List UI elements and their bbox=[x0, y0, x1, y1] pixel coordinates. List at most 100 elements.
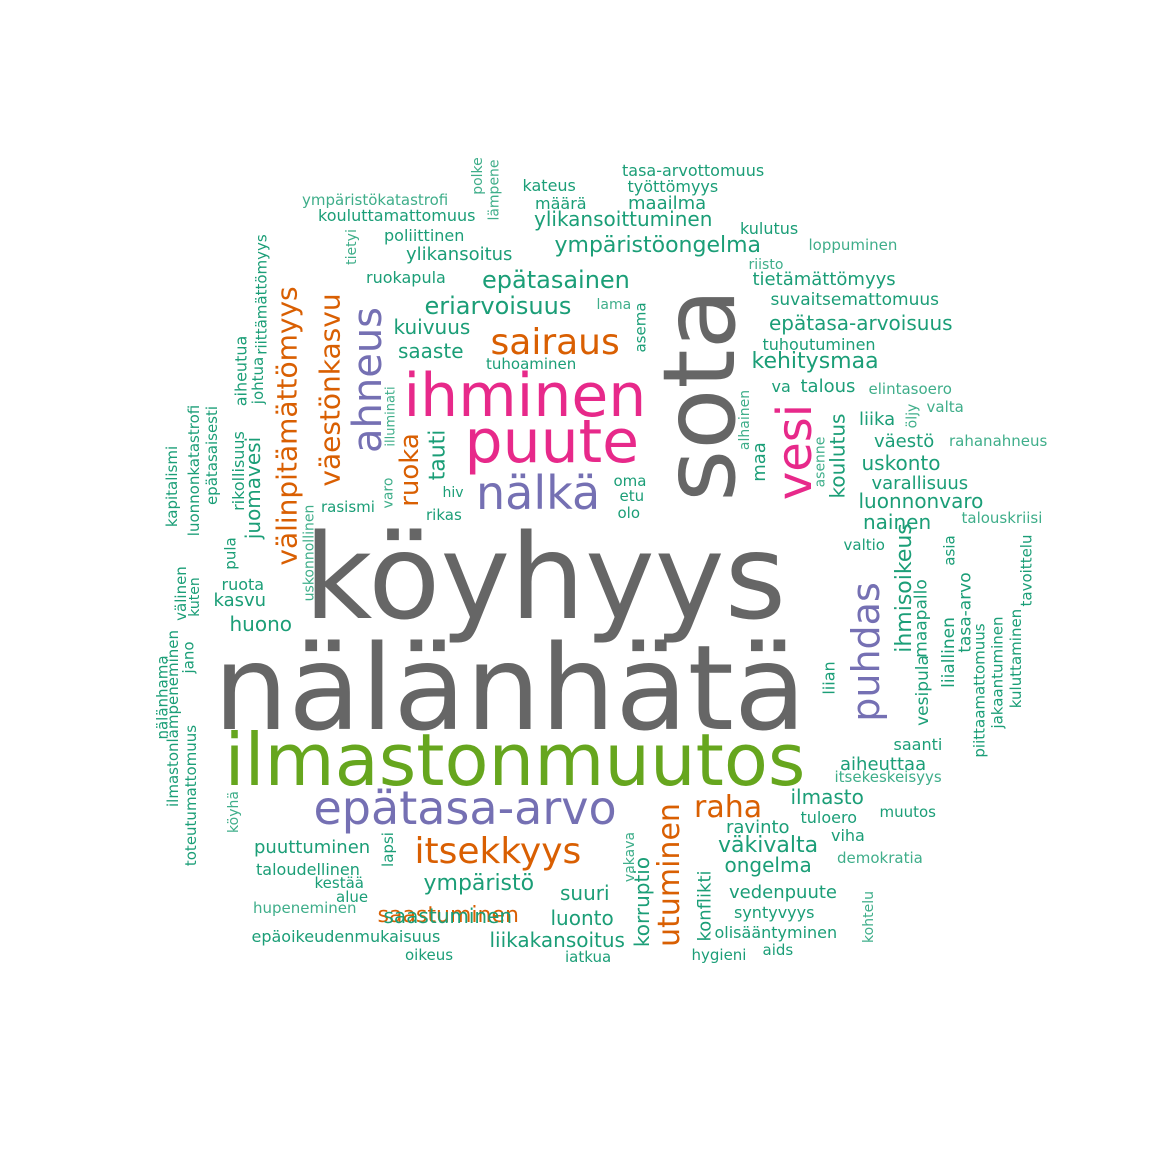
cloud-word: demokratia bbox=[837, 848, 923, 867]
cloud-word: pula bbox=[221, 536, 240, 570]
cloud-word: epätasa-arvo bbox=[313, 781, 617, 835]
cloud-word: toteutumattomuus bbox=[181, 724, 200, 866]
cloud-word: polke bbox=[469, 157, 486, 195]
cloud-word: sairaus bbox=[490, 322, 620, 363]
cloud-word: valta bbox=[926, 397, 964, 416]
cloud-word: jano bbox=[179, 640, 198, 674]
cloud-word: viha bbox=[831, 826, 865, 845]
cloud-word: valtio bbox=[843, 535, 885, 554]
cloud-word: taloudellinen bbox=[256, 860, 360, 879]
cloud-word: lämpene bbox=[486, 159, 503, 221]
cloud-word: puuttuminen bbox=[254, 837, 371, 858]
cloud-word: saastuminen bbox=[377, 903, 519, 928]
cloud-word: nälänhätä bbox=[213, 619, 807, 757]
cloud-word: kulutus bbox=[740, 219, 799, 238]
cloud-word: itsekeskeisyys bbox=[834, 767, 942, 786]
cloud-word: työttömyys bbox=[627, 177, 719, 196]
cloud-word: kehitysmaa bbox=[751, 349, 879, 374]
cloud-word: alue bbox=[336, 887, 369, 906]
cloud-word: ympäristöongelma bbox=[554, 233, 762, 258]
cloud-word: huono bbox=[229, 612, 293, 636]
cloud-word: ruota bbox=[221, 575, 265, 594]
cloud-word: va bbox=[771, 377, 791, 396]
cloud-word: epätasainen bbox=[482, 266, 630, 294]
cloud-word: kouluttamattomuus bbox=[318, 206, 476, 225]
cloud-word: asenne bbox=[811, 436, 828, 488]
cloud-word: kuten bbox=[186, 577, 203, 617]
cloud-word: lapsi bbox=[378, 831, 397, 867]
cloud-word: tietämättömyys bbox=[752, 269, 896, 290]
cloud-word: hygieni bbox=[691, 945, 747, 964]
cloud-word: uskonto bbox=[861, 451, 941, 475]
cloud-word: luonnonvaro bbox=[858, 489, 984, 513]
cloud-word: hiv bbox=[442, 485, 464, 501]
cloud-word: ilmasto bbox=[790, 785, 864, 809]
cloud-word: rikollisuus bbox=[228, 431, 248, 511]
cloud-word: ruokapula bbox=[366, 268, 446, 287]
cloud-word: ihminen bbox=[403, 361, 647, 431]
cloud-word: puute bbox=[464, 407, 640, 477]
cloud-word: köyhä bbox=[225, 791, 242, 833]
cloud-word: varallisuus bbox=[871, 473, 969, 494]
cloud-word: illuminati bbox=[383, 385, 399, 447]
cloud-word: epäoikeudenmukaisuus bbox=[251, 927, 441, 946]
cloud-word: väestönkasvu bbox=[313, 293, 347, 487]
cloud-word: elintasoero bbox=[868, 379, 952, 398]
cloud-word: saastuminen bbox=[383, 904, 513, 928]
cloud-word: kuluttaminen bbox=[1006, 608, 1025, 708]
cloud-word: maapallo bbox=[911, 578, 932, 658]
cloud-word: liikakansoitus bbox=[489, 928, 625, 952]
cloud-word: epätasa-arvoisuus bbox=[769, 311, 953, 335]
cloud-word: loppuminen bbox=[808, 235, 898, 254]
cloud-word: ylikansoittuminen bbox=[534, 207, 713, 231]
cloud-word: muutos bbox=[879, 802, 937, 821]
cloud-word: uskonnollinen bbox=[300, 504, 317, 602]
cloud-word: nainen bbox=[863, 510, 932, 534]
cloud-word: tauti bbox=[424, 429, 450, 481]
cloud-word: ilmastonmuutos bbox=[224, 718, 806, 802]
cloud-word: raha bbox=[694, 790, 763, 825]
cloud-word: olo bbox=[617, 503, 641, 522]
cloud-word: talouskriisi bbox=[961, 508, 1043, 527]
cloud-word: vesipula bbox=[912, 654, 933, 726]
cloud-word: nälkä bbox=[476, 466, 601, 520]
cloud-word: väkivalta bbox=[718, 833, 819, 858]
cloud-word: ruoka bbox=[394, 433, 425, 507]
cloud-word: alhainen bbox=[737, 389, 754, 451]
cloud-word: asia bbox=[940, 534, 959, 566]
cloud-word: ongelma bbox=[724, 853, 812, 877]
cloud-word: öljy bbox=[903, 403, 920, 429]
cloud-word: saanti bbox=[893, 735, 943, 754]
cloud-word: epätasaisesti bbox=[202, 405, 221, 505]
cloud-word: ahneus bbox=[345, 306, 392, 454]
cloud-word: aiheuttaa bbox=[840, 754, 927, 775]
cloud-word: luonto bbox=[550, 906, 614, 930]
cloud-word: liika bbox=[859, 409, 896, 430]
cloud-word: itsekkyys bbox=[414, 831, 582, 872]
cloud-word: kapitalismi bbox=[162, 445, 181, 527]
cloud-word: riisto bbox=[748, 257, 784, 273]
cloud-word: suuri bbox=[560, 881, 610, 905]
cloud-word: iatkua bbox=[565, 947, 612, 966]
cloud-word: rahanahneus bbox=[949, 431, 1048, 450]
cloud-word: maailma bbox=[628, 193, 707, 214]
cloud-word: suvaitsemattomuus bbox=[770, 289, 940, 310]
cloud-word: tavoittelu bbox=[1017, 534, 1036, 606]
cloud-word: tuloero bbox=[800, 808, 858, 827]
cloud-word: välinpitämättömyys bbox=[270, 286, 304, 566]
cloud-word: talous bbox=[800, 376, 856, 397]
cloud-word: varo bbox=[379, 477, 396, 509]
cloud-word: hupeneminen bbox=[253, 898, 357, 917]
cloud-word: tuhoaminen bbox=[486, 354, 577, 373]
cloud-word: lama bbox=[596, 297, 632, 313]
cloud-word: etu bbox=[619, 486, 645, 505]
cloud-word: ympäristö bbox=[423, 871, 535, 896]
cloud-word: jakaantuminen bbox=[988, 615, 1007, 729]
cloud-word: oikeus bbox=[405, 945, 454, 964]
cloud-word: riittämättömyys bbox=[252, 233, 271, 355]
cloud-word: rasismi bbox=[321, 497, 375, 516]
cloud-word: luonnonkatastrofi bbox=[184, 404, 203, 536]
cloud-word: koulutus bbox=[824, 413, 849, 499]
cloud-word: kasvu bbox=[213, 590, 267, 611]
cloud-word: johtua bbox=[248, 356, 267, 404]
